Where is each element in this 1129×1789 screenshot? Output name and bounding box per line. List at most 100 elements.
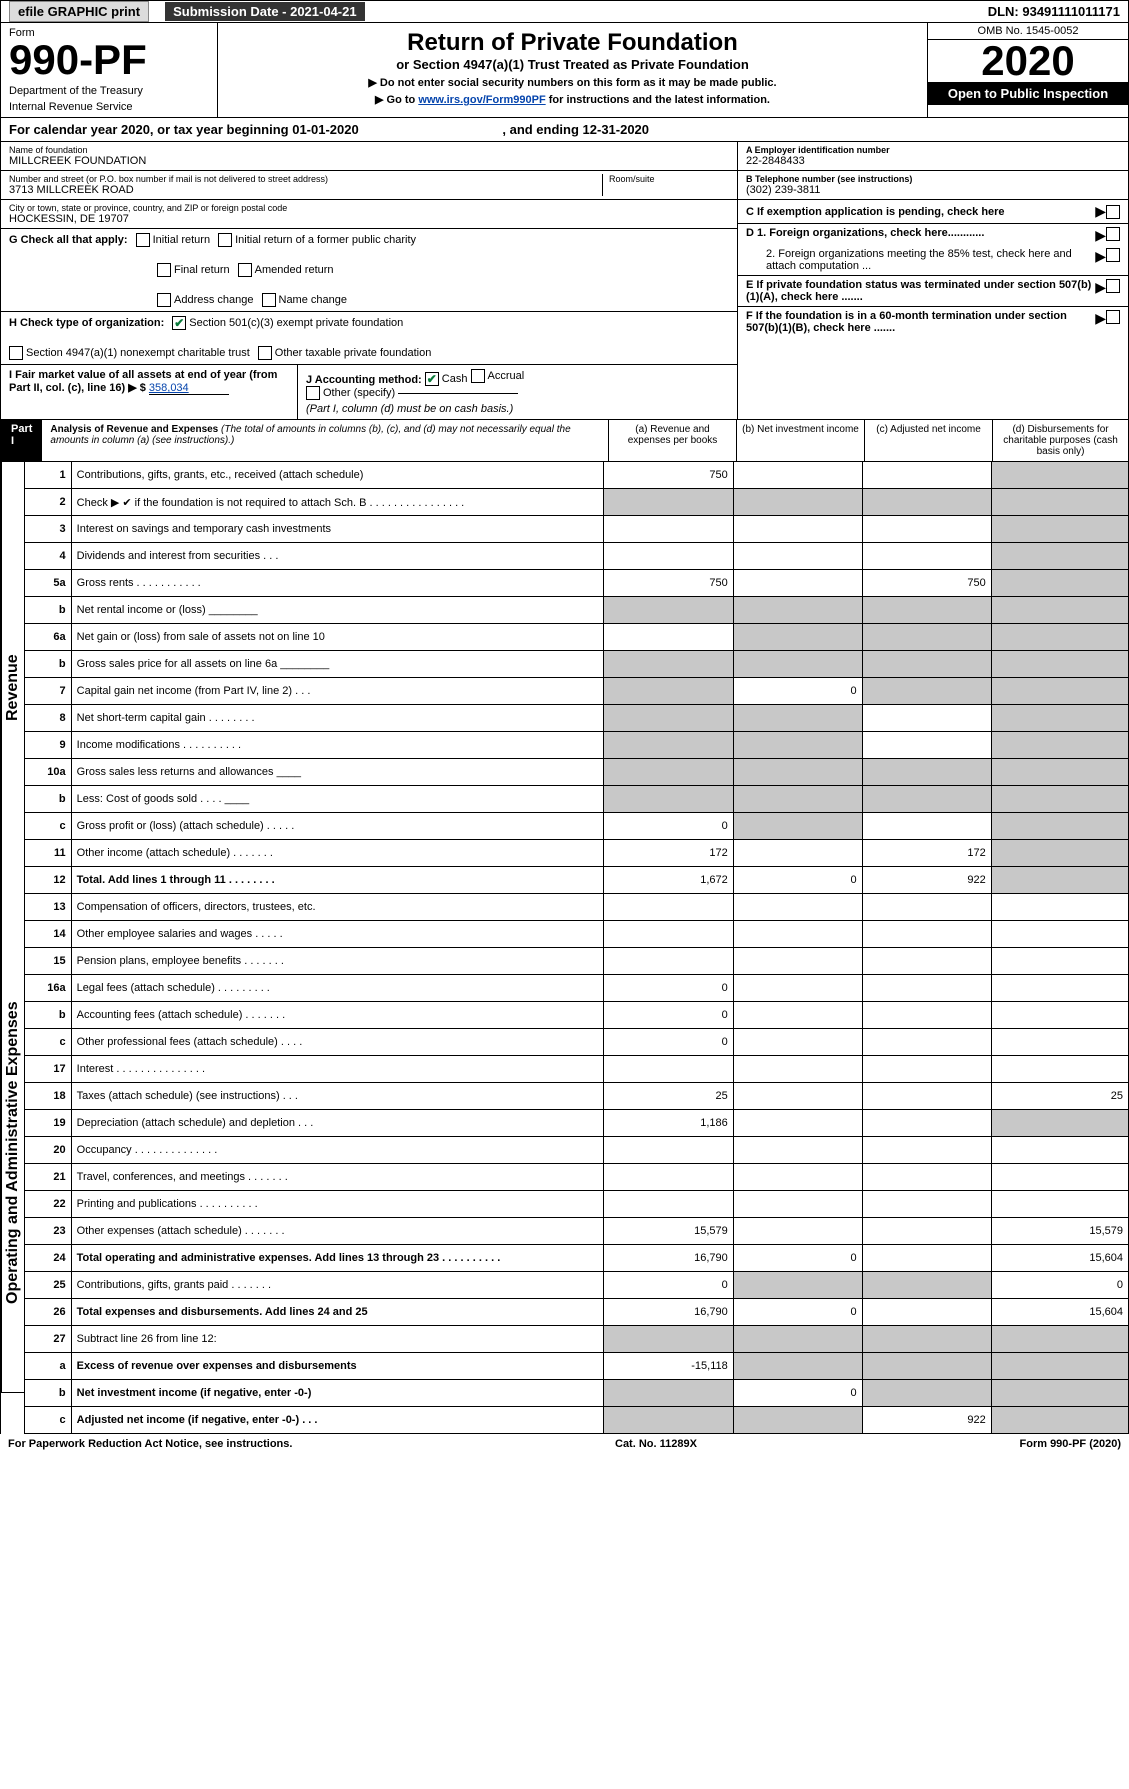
- col-b-value: [733, 894, 862, 921]
- col-d-value: [991, 624, 1128, 651]
- check-cash[interactable]: ✔: [425, 372, 439, 386]
- col-c-value: [862, 624, 991, 651]
- j-note: (Part I, column (d) must be on cash basi…: [306, 403, 513, 415]
- line-description: Pension plans, employee benefits . . . .…: [71, 948, 604, 975]
- instruction-2: ▶ Go to www.irs.gov/Form990PF for instru…: [224, 93, 921, 106]
- part1-header: Part I Analysis of Revenue and Expenses …: [0, 420, 1129, 462]
- line-number: 16a: [25, 975, 72, 1002]
- h-label: H Check type of organization:: [9, 317, 164, 329]
- col-a-value: [604, 1191, 733, 1218]
- line-description: Interest . . . . . . . . . . . . . . .: [71, 1056, 604, 1083]
- col-d-value: [991, 1353, 1128, 1380]
- col-c-value: [862, 1137, 991, 1164]
- opex-side-label: Operating and Administrative Expenses: [1, 914, 24, 1393]
- col-a-value: 15,579: [604, 1218, 733, 1245]
- col-b-value: [733, 516, 862, 543]
- col-c-value: [862, 786, 991, 813]
- check-name-change[interactable]: [262, 293, 276, 307]
- col-d-value: 15,604: [991, 1245, 1128, 1272]
- col-c-value: [862, 1191, 991, 1218]
- col-c-value: [862, 1029, 991, 1056]
- ein-label: A Employer identification number: [746, 145, 890, 155]
- line-number: a: [25, 1353, 72, 1380]
- revenue-side-label: Revenue: [1, 462, 24, 914]
- data-table-wrap: Revenue Operating and Administrative Exp…: [0, 462, 1129, 1434]
- efile-button[interactable]: efile GRAPHIC print: [9, 1, 149, 22]
- check-501c3[interactable]: ✔: [172, 316, 186, 330]
- col-c-value: [862, 489, 991, 516]
- col-d-value: [991, 705, 1128, 732]
- col-d-value: [991, 489, 1128, 516]
- col-b-value: [733, 705, 862, 732]
- line-number: c: [25, 813, 72, 840]
- col-c-value: [862, 1110, 991, 1137]
- phone-value: (302) 239-3811: [746, 184, 1120, 196]
- line-description: Income modifications . . . . . . . . . .: [71, 732, 604, 759]
- line-number: 19: [25, 1110, 72, 1137]
- line-number: 12: [25, 867, 72, 894]
- check-address-change[interactable]: [157, 293, 171, 307]
- col-b-value: [733, 651, 862, 678]
- check-initial[interactable]: [136, 233, 150, 247]
- line-description: Adjusted net income (if negative, enter …: [71, 1407, 604, 1434]
- col-a-value: [604, 516, 733, 543]
- col-b-value: [733, 1191, 862, 1218]
- line-description: Less: Cost of goods sold . . . . ____: [71, 786, 604, 813]
- col-d-value: [991, 840, 1128, 867]
- line-number: 24: [25, 1245, 72, 1272]
- line-number: b: [25, 1380, 72, 1407]
- line-number: 6a: [25, 624, 72, 651]
- fmv-value[interactable]: 358,034: [149, 382, 229, 395]
- col-d-value: [991, 894, 1128, 921]
- col-a-value: 0: [604, 813, 733, 840]
- col-c-value: 922: [862, 867, 991, 894]
- line-number: 9: [25, 732, 72, 759]
- col-b-value: [733, 1407, 862, 1434]
- line-description: Net gain or (loss) from sale of assets n…: [71, 624, 604, 651]
- check-terminated[interactable]: [1106, 279, 1120, 293]
- col-c-value: [862, 597, 991, 624]
- line-description: Check ▶ ✔ if the foundation is not requi…: [71, 489, 604, 516]
- address-label: Number and street (or P.O. box number if…: [9, 174, 602, 184]
- col-b-value: [733, 543, 862, 570]
- col-d-value: [991, 597, 1128, 624]
- line-number: 1: [25, 462, 72, 489]
- footer: For Paperwork Reduction Act Notice, see …: [0, 1434, 1129, 1454]
- check-other-taxable[interactable]: [258, 346, 272, 360]
- check-other-method[interactable]: [306, 386, 320, 400]
- check-final[interactable]: [157, 263, 171, 277]
- line-description: Legal fees (attach schedule) . . . . . .…: [71, 975, 604, 1002]
- line-number: 15: [25, 948, 72, 975]
- col-c-value: [862, 1353, 991, 1380]
- check-foreign-org[interactable]: [1106, 227, 1120, 241]
- form-link[interactable]: www.irs.gov/Form990PF: [418, 94, 545, 106]
- col-c-value: 750: [862, 570, 991, 597]
- col-a-value: [604, 894, 733, 921]
- col-a-value: 172: [604, 840, 733, 867]
- col-b-value: [733, 624, 862, 651]
- line-description: Printing and publications . . . . . . . …: [71, 1191, 604, 1218]
- line-description: Capital gain net income (from Part IV, l…: [71, 678, 604, 705]
- part1-title: Analysis of Revenue and Expenses: [50, 424, 218, 435]
- check-accrual[interactable]: [471, 369, 485, 383]
- line-description: Total expenses and disbursements. Add li…: [71, 1299, 604, 1326]
- col-c-value: [862, 1299, 991, 1326]
- line-description: Gross sales price for all assets on line…: [71, 651, 604, 678]
- line-number: 14: [25, 921, 72, 948]
- line-number: 11: [25, 840, 72, 867]
- check-85-test[interactable]: [1106, 248, 1120, 262]
- line-description: Other employee salaries and wages . . . …: [71, 921, 604, 948]
- col-a-value: 0: [604, 1029, 733, 1056]
- col-c-value: [862, 1164, 991, 1191]
- check-60-month[interactable]: [1106, 310, 1120, 324]
- col-c-value: [862, 894, 991, 921]
- check-initial-former[interactable]: [218, 233, 232, 247]
- line-number: c: [25, 1407, 72, 1434]
- check-4947[interactable]: [9, 346, 23, 360]
- check-amended[interactable]: [238, 263, 252, 277]
- col-c-value: [862, 732, 991, 759]
- col-d-value: 15,579: [991, 1218, 1128, 1245]
- city-label: City or town, state or province, country…: [9, 203, 729, 213]
- line-number: 22: [25, 1191, 72, 1218]
- check-exemption-pending[interactable]: [1106, 205, 1120, 219]
